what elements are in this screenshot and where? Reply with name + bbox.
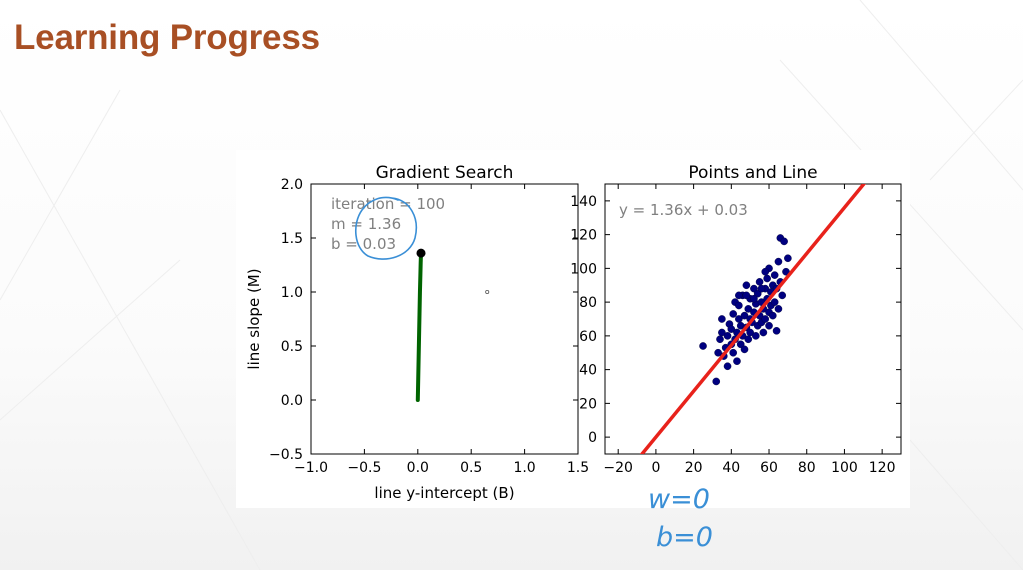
scatter-point [759, 328, 768, 337]
gradient-search-ytick-label: 2.0 [281, 177, 303, 193]
handwritten-w-equals-0: w=0 [648, 484, 710, 515]
gradient-search-xtick-label: −0.5 [347, 460, 381, 476]
scatter-point [736, 340, 745, 349]
points-line-xtick-label: −20 [603, 460, 633, 476]
scatter-point [770, 298, 779, 306]
scatter-point [729, 310, 738, 318]
scatter-point [716, 335, 724, 344]
points-line-ytick-label: 100 [570, 261, 597, 277]
scatter-point [750, 294, 758, 303]
scatter-point [733, 357, 741, 365]
figure-panel: Gradient Search −1.0 −0.5 0.0 0.5 1.0 1.5 −0.5 0… [236, 150, 910, 508]
points-line-xtick-label: 0 [651, 460, 660, 476]
gradient-search-xlabel: line y-intercept (B) [374, 484, 514, 502]
points-line-frame [604, 183, 902, 455]
annotation-circle [355, 196, 417, 260]
points-line-ytick-label: 0 [588, 430, 597, 446]
points-line-xtick-label: 80 [798, 460, 816, 476]
charts: Gradient Search−1.0 −0.5 0.0 0.5 1.0 1.5−0.50… [245, 163, 902, 502]
scatter-point [761, 267, 770, 276]
scatter-point [740, 311, 749, 320]
gradient-search-frame [310, 183, 579, 455]
gradient-search-xtick-label: 1.0 [513, 460, 535, 476]
scatter-point [729, 348, 738, 357]
equation-label: y = 1.36x + 0.03 [619, 201, 748, 219]
gradient-search-xtick-label: 0.5 [460, 460, 482, 476]
gradient-search-xtick-label: 0.0 [407, 460, 429, 476]
gradient-search-ytick-label: −0.5 [269, 447, 303, 463]
scatter-point [755, 278, 764, 286]
m-value-label: m = 1.36 [331, 215, 401, 233]
points-line-ytick-label: 140 [570, 194, 597, 210]
points-line-ytick-label: 60 [579, 329, 597, 345]
scatter-point [740, 345, 749, 354]
points-line-ytick-label: 40 [579, 363, 597, 379]
scatter-point [718, 315, 726, 323]
scatter-point [757, 284, 766, 293]
scatter-point [750, 284, 758, 293]
stray-marker [485, 289, 490, 294]
scatter-point [723, 332, 732, 340]
gradient-search-ytick-label: 0.0 [281, 393, 303, 409]
points-line-ytick-label: 80 [579, 295, 597, 311]
points-line-xtick-label: 60 [760, 460, 778, 476]
scatter-point [742, 281, 751, 290]
b-value-label: b = 0.03 [331, 235, 396, 253]
scatter-point [735, 291, 743, 300]
scatter-point [774, 305, 783, 313]
scatter-point [780, 237, 788, 246]
scatter-point [752, 332, 760, 340]
gradient-search-ytick-label: 1.0 [281, 285, 303, 301]
scatter-point [712, 377, 721, 386]
scatter-point [735, 301, 743, 310]
scatter-point [718, 328, 726, 337]
gradient-search-ytick-label: 0.5 [281, 339, 303, 355]
gradient-search-ylabel: line slope (M) [245, 268, 263, 369]
points-line-title: Points and Line [688, 163, 817, 183]
scatter-point [744, 305, 753, 313]
scatter-point [774, 257, 783, 266]
scatter-point [753, 289, 762, 298]
gradient-search-xtick-label: −1.0 [294, 460, 328, 476]
scatter-point [778, 291, 787, 300]
scatter-point [744, 335, 753, 344]
gradient-search-ytick-label: 1.5 [281, 231, 303, 247]
scatter-point [746, 328, 754, 337]
scatter-point [761, 315, 770, 323]
scatter-point [723, 362, 732, 371]
slide-title: Learning Progress [14, 18, 320, 57]
points-line-ytick-label: 120 [570, 228, 597, 244]
iteration-label: iteration = 100 [331, 195, 445, 213]
scatter-point [772, 327, 781, 335]
scatter-point [699, 342, 707, 350]
scatter-point [765, 321, 773, 330]
gradient-path-line [415, 251, 424, 402]
gradient-search-title: Gradient Search [376, 163, 514, 183]
scatter-point [768, 311, 777, 320]
scatter-point [770, 271, 779, 279]
scatter-point [714, 348, 722, 357]
points-line-ytick-label: 20 [579, 396, 597, 412]
scatter-point [727, 325, 736, 333]
scatter-point [742, 291, 751, 300]
scatter-point [784, 254, 792, 263]
scatter-point [763, 274, 771, 283]
gradient-end-point [416, 248, 426, 258]
points-line-xtick-label: 100 [831, 460, 858, 476]
handwritten-b-equals-0: b=0 [656, 522, 713, 553]
points-line-xtick-label: 20 [685, 460, 703, 476]
points-line-xtick-label: 120 [869, 460, 896, 476]
gradient-search-xtick-label: 1.5 [567, 460, 589, 476]
fit-line [639, 184, 867, 454]
points-line-xtick-label: 40 [722, 460, 740, 476]
